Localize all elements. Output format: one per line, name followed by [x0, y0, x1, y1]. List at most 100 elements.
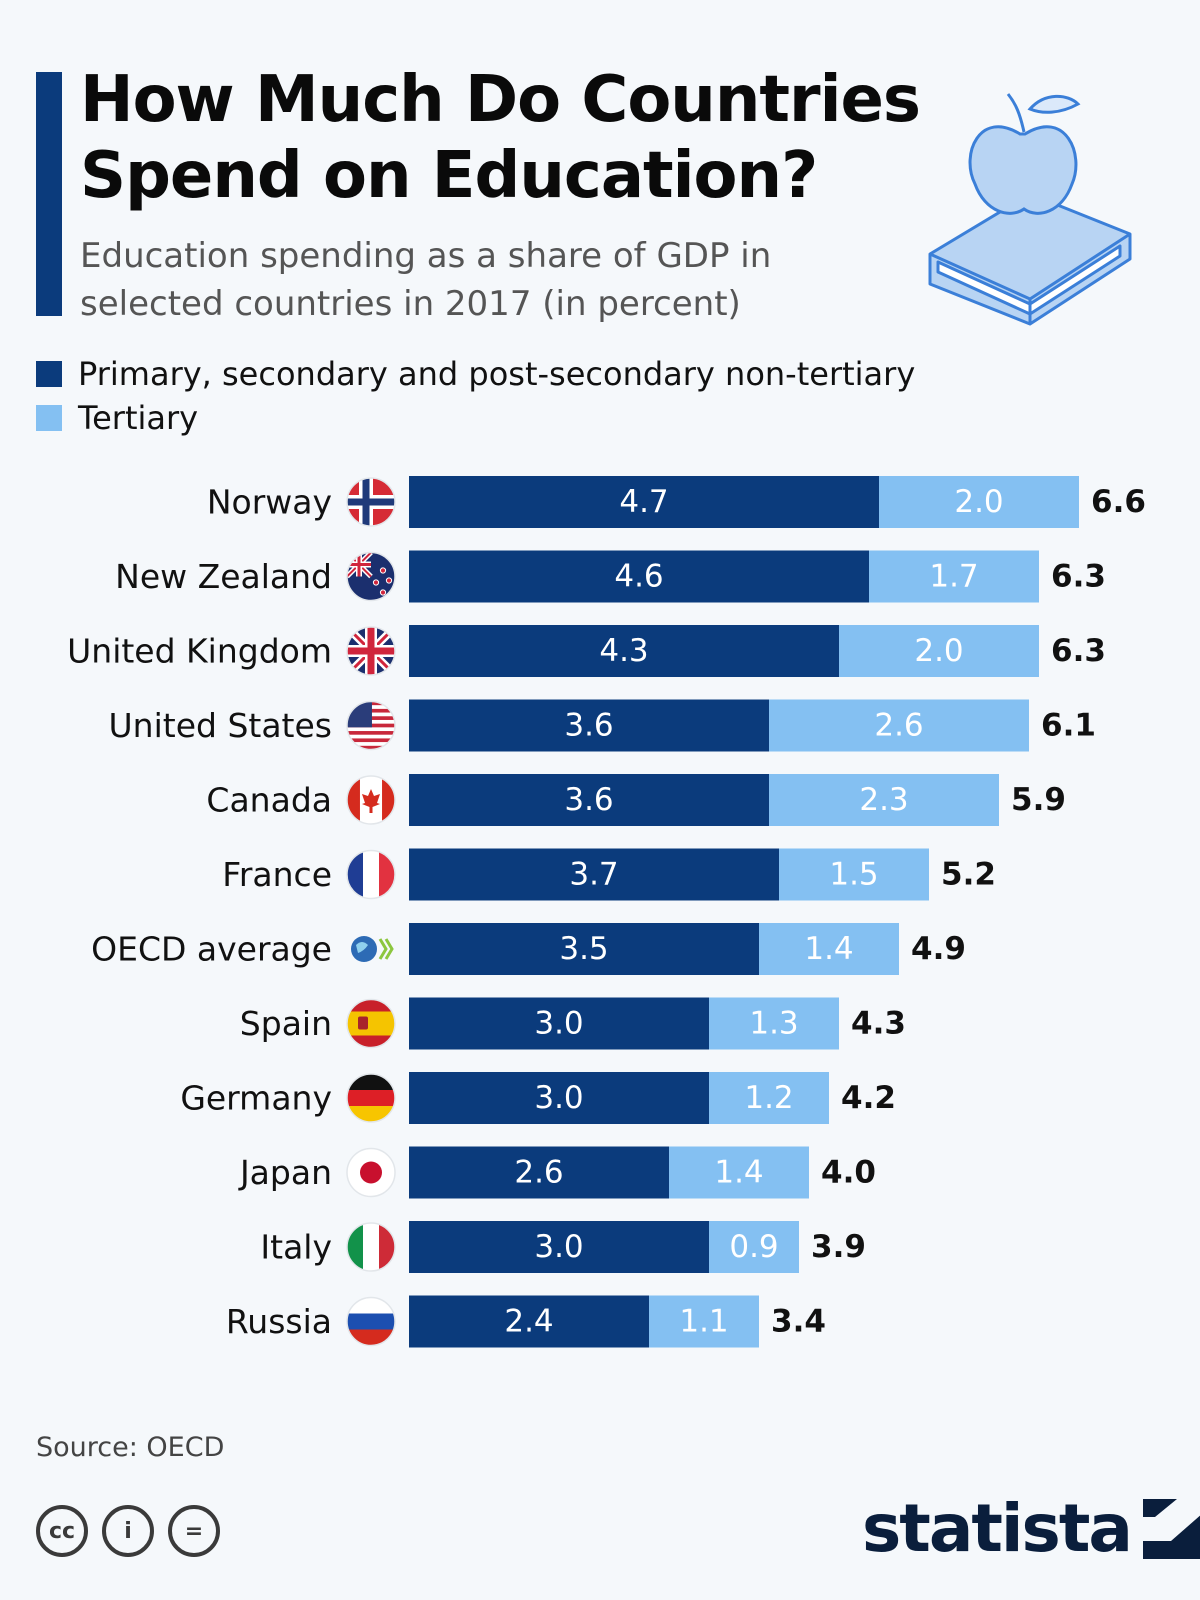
bar-primary [409, 476, 879, 528]
data-label-total: 6.3 [1051, 633, 1106, 669]
data-label-tertiary: 2.3 [859, 782, 908, 818]
data-label-primary: 3.0 [534, 1006, 583, 1042]
bar-primary [409, 1221, 709, 1273]
data-label-total: 3.9 [811, 1229, 866, 1265]
category-label: Germany [180, 1079, 332, 1118]
bar-tertiary [709, 1072, 829, 1124]
data-label-total: 6.1 [1041, 708, 1096, 744]
data-label-total: 4.2 [841, 1080, 896, 1116]
category-label: United Kingdom [67, 632, 332, 671]
category-label: Russia [226, 1302, 332, 1341]
legend-label-tertiary: Tertiary [78, 399, 199, 437]
category-label: OECD average [91, 930, 332, 969]
license-icons: cc i = [36, 1505, 234, 1557]
data-label-primary: 2.4 [504, 1304, 553, 1340]
legend-item-primary: Primary, secondary and post-secondary no… [36, 352, 915, 396]
japan-flag [347, 1148, 395, 1197]
category-label: Canada [206, 781, 332, 820]
category-label: Norway [207, 483, 332, 522]
chart-title: How Much Do Countries Spend on Education… [80, 63, 921, 213]
data-label-primary: 3.6 [564, 708, 613, 744]
no-derivatives-icon: = [168, 1505, 220, 1557]
bar-primary [409, 699, 769, 752]
bar-tertiary [669, 1146, 809, 1199]
legend: Primary, secondary and post-secondary no… [36, 352, 915, 440]
data-label-primary: 4.7 [619, 484, 668, 520]
bar-tertiary [769, 699, 1029, 752]
attribution-icon: i [102, 1505, 154, 1557]
category-label: France [222, 855, 332, 894]
flag-ring [346, 700, 396, 751]
legend-swatch-primary [36, 361, 62, 387]
chart-subtitle: Education spending as a share of GDP in … [80, 236, 772, 324]
bar-tertiary [709, 997, 839, 1050]
bar-primary [409, 997, 709, 1050]
statista-mark-icon [1142, 1498, 1200, 1559]
title-accent-bar [36, 72, 62, 316]
category-label: Japan [238, 1153, 332, 1192]
bar-tertiary [649, 1295, 759, 1348]
legend-label-primary: Primary, secondary and post-secondary no… [78, 355, 916, 393]
data-label-primary: 3.5 [559, 931, 608, 967]
bar-primary [409, 1072, 709, 1124]
flag-ring [346, 849, 396, 900]
data-label-total: 5.2 [941, 857, 996, 893]
data-label-tertiary: 1.4 [804, 931, 853, 967]
flag-ring [346, 477, 396, 527]
data-label-primary: 3.0 [534, 1080, 583, 1116]
flag-ring [346, 775, 396, 825]
flag-ring [346, 626, 396, 676]
spain-flag [347, 999, 395, 1048]
bar-primary [409, 923, 759, 975]
data-label-total: 4.0 [821, 1155, 876, 1191]
category-label: New Zealand [115, 557, 332, 596]
oecd-chevron-icon [378, 938, 394, 960]
data-label-tertiary: 2.6 [874, 708, 923, 744]
flag-ring [346, 1073, 396, 1123]
data-label-tertiary: 1.5 [829, 857, 878, 893]
bar-primary [409, 625, 839, 677]
bar-primary [409, 774, 769, 826]
oecd-globe-land [356, 942, 368, 953]
data-label-total: 4.3 [851, 1006, 906, 1042]
united-kingdom-flag [347, 627, 395, 675]
bar-tertiary [869, 550, 1039, 603]
data-label-total: 3.4 [771, 1304, 826, 1340]
bar-tertiary [779, 848, 929, 901]
data-label-tertiary: 1.1 [679, 1304, 728, 1340]
bar-tertiary [759, 923, 899, 975]
statista-logo: statista [862, 1490, 1200, 1567]
flag-ring [346, 1296, 396, 1347]
bar-tertiary [709, 1221, 799, 1273]
bar-primary [409, 1146, 669, 1199]
data-label-tertiary: 2.0 [914, 633, 963, 669]
bar-primary [409, 1295, 649, 1348]
norway-flag [347, 478, 395, 526]
apple-on-book-icon [928, 93, 1132, 326]
data-label-tertiary: 1.2 [744, 1080, 793, 1116]
data-label-tertiary: 0.9 [729, 1229, 778, 1265]
bar-chart: Norway 4.7 2.0 6.6 New Zealand 4.6 1.7 6.3 Unite… [67, 476, 1146, 1348]
data-label-primary: 3.7 [569, 857, 618, 893]
category-label: Italy [260, 1228, 332, 1267]
category-label: United States [109, 706, 332, 745]
bar-tertiary [839, 625, 1039, 677]
bar-tertiary [879, 476, 1079, 528]
data-label-tertiary: 1.7 [929, 559, 978, 595]
bar-tertiary [769, 774, 999, 826]
brand-wordmark: statista [862, 1490, 1133, 1567]
data-label-primary: 3.0 [534, 1229, 583, 1265]
data-label-tertiary: 1.3 [749, 1006, 798, 1042]
legend-swatch-tertiary [36, 405, 62, 431]
data-label-tertiary: 2.0 [954, 484, 1003, 520]
category-label: Spain [240, 1004, 332, 1043]
data-label-primary: 4.6 [614, 559, 663, 595]
data-label-total: 5.9 [1011, 782, 1066, 818]
bar-primary [409, 848, 779, 901]
data-label-tertiary: 1.4 [714, 1155, 763, 1191]
flag-ring [346, 1222, 396, 1272]
source-note: Source: OECD [36, 1432, 225, 1463]
legend-item-tertiary: Tertiary [36, 396, 915, 440]
data-label-total: 6.6 [1091, 484, 1146, 520]
flag-ring [346, 998, 396, 1049]
